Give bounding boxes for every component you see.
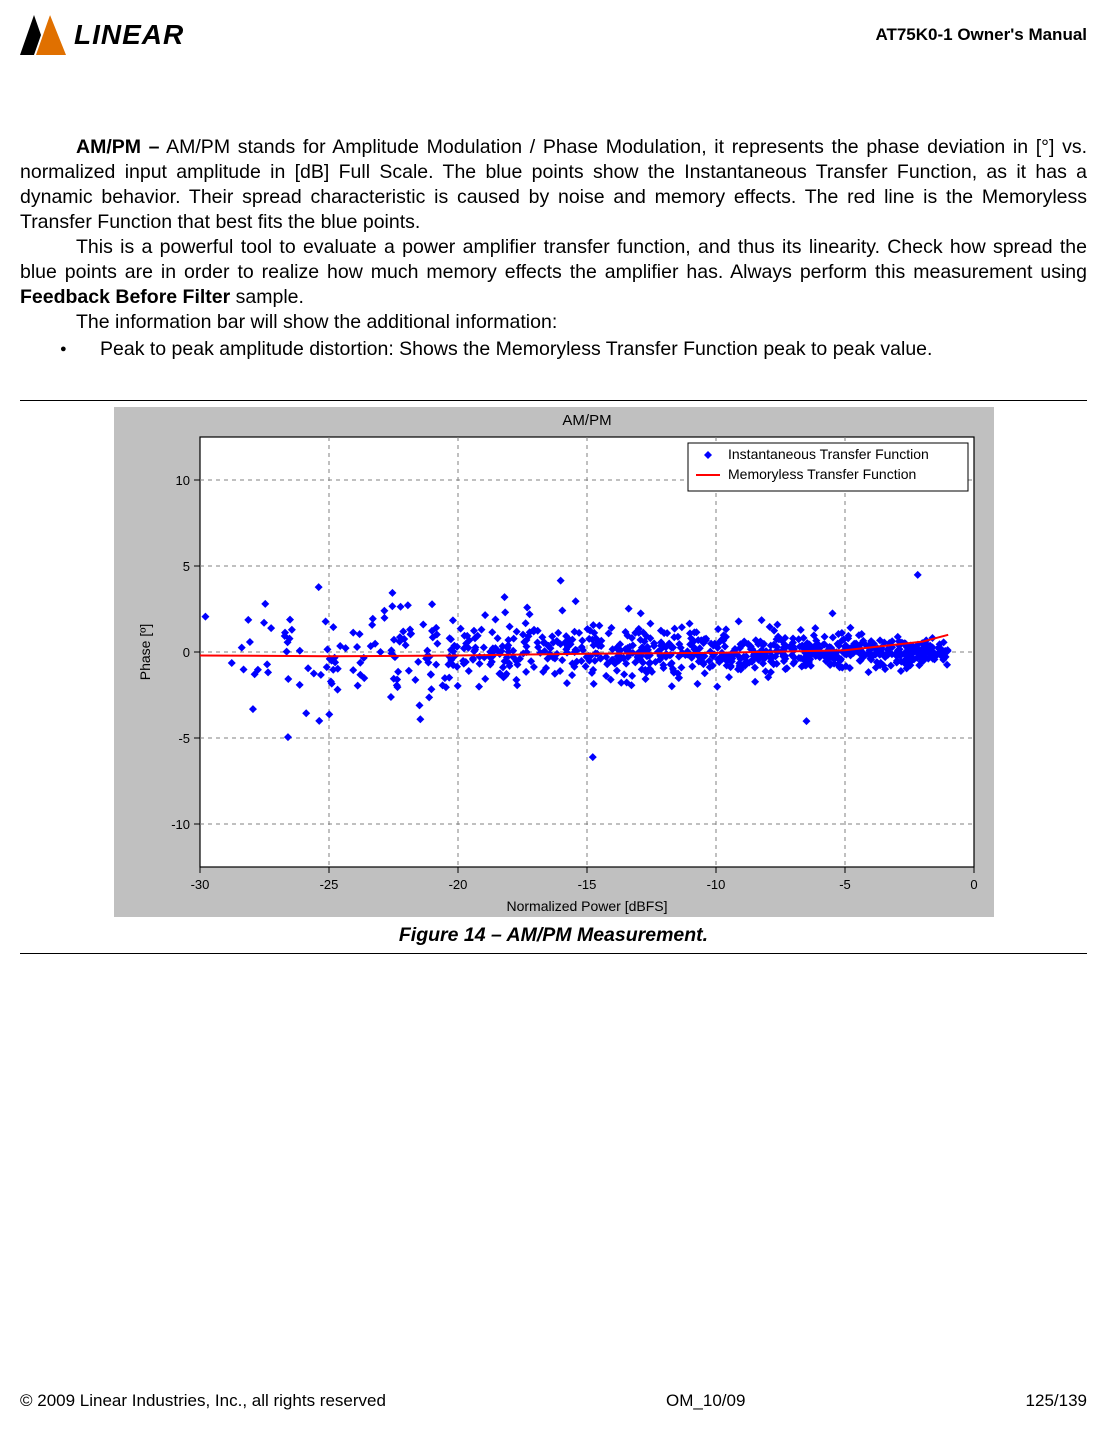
document-title: AT75K0-1 Owner's Manual: [875, 25, 1087, 45]
paragraph-2: This is a powerful tool to evaluate a po…: [20, 235, 1087, 310]
svg-text:Memoryless Transfer Function: Memoryless Transfer Function: [728, 466, 916, 482]
svg-text:0: 0: [182, 645, 189, 660]
svg-text:5: 5: [182, 559, 189, 574]
p2-bold: Feedback Before Filter: [20, 286, 230, 308]
svg-text:Phase [º]: Phase [º]: [137, 623, 153, 679]
p2-b: sample.: [230, 286, 304, 308]
paragraph-1: AM/PM – AM/PM stands for Amplitude Modul…: [20, 135, 1087, 235]
svg-text:Instantaneous Transfer Functio: Instantaneous Transfer Function: [728, 446, 929, 462]
footer-center: OM_10/09: [666, 1391, 745, 1411]
svg-text:-30: -30: [190, 877, 209, 892]
svg-text:-5: -5: [178, 731, 190, 746]
footer-left: © 2009 Linear Industries, Inc., all righ…: [20, 1391, 386, 1411]
svg-text:-25: -25: [319, 877, 338, 892]
svg-text:-20: -20: [448, 877, 467, 892]
logo-icon: [20, 15, 66, 55]
p1-text: AM/PM stands for Amplitude Modulation / …: [20, 136, 1087, 233]
page-footer: © 2009 Linear Industries, Inc., all righ…: [20, 1391, 1087, 1411]
footer-right: 125/139: [1026, 1391, 1087, 1411]
svg-text:-15: -15: [577, 877, 596, 892]
p2-a: This is a powerful tool to evaluate a po…: [20, 236, 1087, 283]
term-bold: AM/PM –: [76, 136, 160, 158]
svg-text:-10: -10: [171, 817, 190, 832]
svg-text:AM/PM: AM/PM: [562, 412, 611, 429]
chart-container: AM/PM -30 -25 -20 -15 -10 -5 0 -10 -5 0 5 10 Normaliz…: [20, 407, 1087, 922]
svg-text:10: 10: [175, 473, 189, 488]
bullet-list: Peak to peak amplitude distortion: Shows…: [20, 337, 1087, 362]
logo: LINEAR: [20, 15, 184, 55]
bullet-item: Peak to peak amplitude distortion: Shows…: [60, 337, 1087, 362]
body-content: AM/PM – AM/PM stands for Amplitude Modul…: [20, 135, 1087, 362]
figure-block: AM/PM -30 -25 -20 -15 -10 -5 0 -10 -5 0 5 10 Normaliz…: [20, 400, 1087, 954]
svg-text:Normalized Power [dBFS]: Normalized Power [dBFS]: [506, 898, 667, 914]
page-header: LINEAR AT75K0-1 Owner's Manual: [20, 15, 1087, 55]
logo-text: LINEAR: [74, 19, 184, 51]
svg-text:-10: -10: [706, 877, 725, 892]
paragraph-3: The information bar will show the additi…: [20, 310, 1087, 335]
figure-caption: Figure 14 – AM/PM Measurement.: [20, 924, 1087, 947]
ampm-chart: AM/PM -30 -25 -20 -15 -10 -5 0 -10 -5 0 5 10 Normaliz…: [114, 407, 994, 917]
svg-text:0: 0: [970, 877, 977, 892]
svg-text:-5: -5: [839, 877, 851, 892]
